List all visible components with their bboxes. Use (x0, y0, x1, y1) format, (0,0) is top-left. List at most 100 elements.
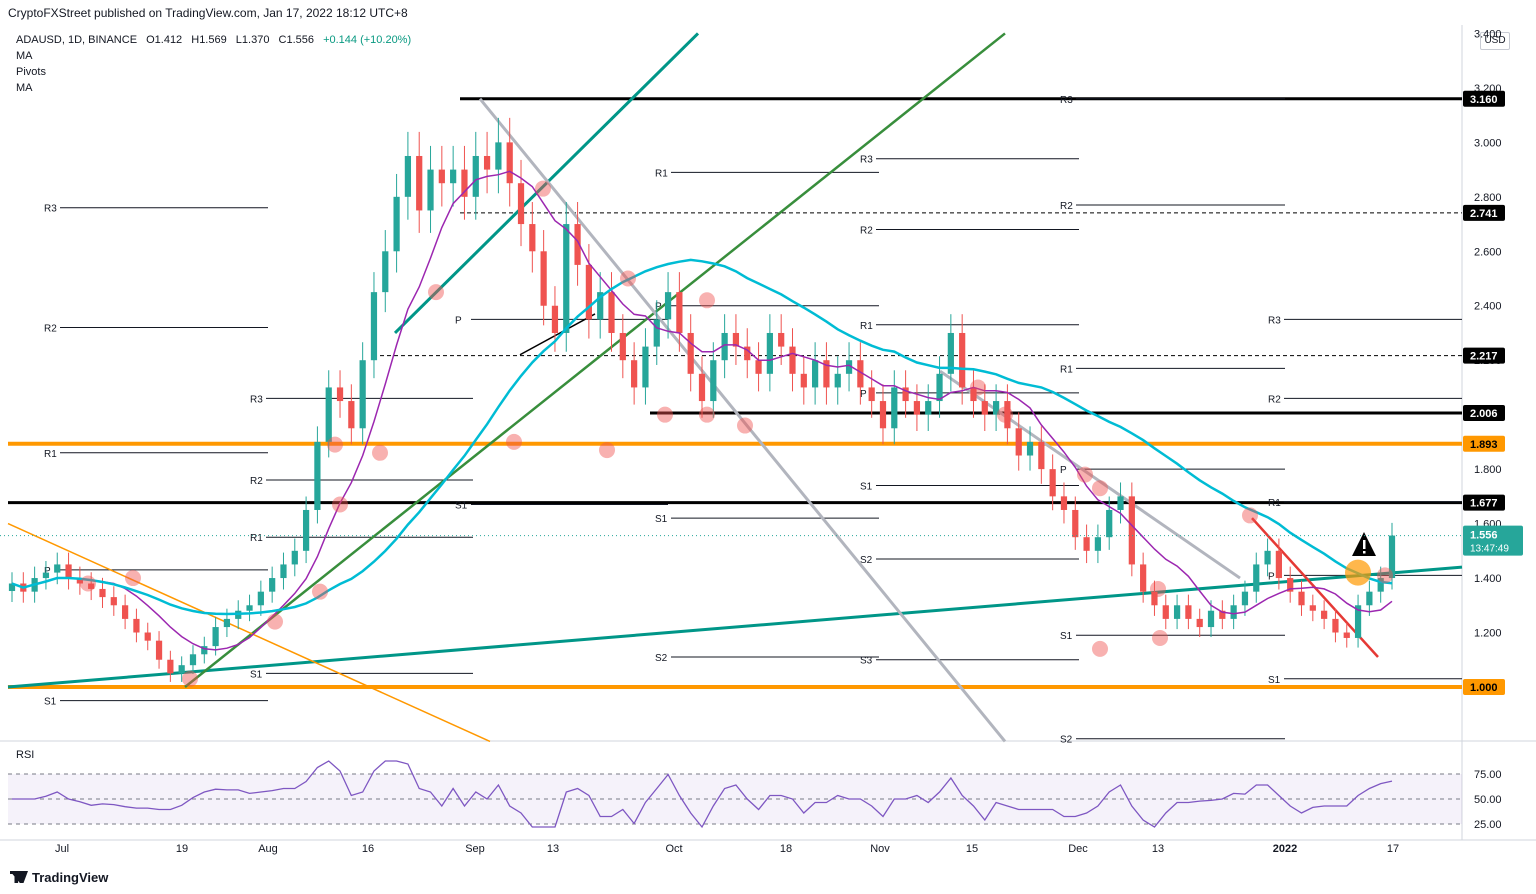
pivot-label: R3 (44, 204, 57, 215)
warning-dot (1363, 551, 1366, 554)
candle (619, 314, 626, 379)
price-level-badge (1463, 405, 1505, 422)
pivot-label: R3 (250, 394, 263, 405)
pivot-label: S1 (250, 669, 263, 680)
legend-symbol[interactable]: ADAUSD, 1D, BINANCE (16, 34, 138, 46)
legend-close: C1.556 (278, 34, 314, 46)
candle (653, 300, 660, 365)
touch-marker (332, 496, 348, 513)
candle-body (1106, 509, 1113, 538)
touch-marker (125, 570, 141, 587)
candle (891, 370, 898, 445)
candle-body (1151, 591, 1158, 606)
candle (642, 328, 649, 405)
candle (1321, 600, 1328, 630)
candle (925, 384, 932, 432)
price-level-badge (1463, 347, 1505, 364)
candle-body (992, 401, 1000, 415)
touch-marker (1077, 466, 1093, 483)
legend-change: +0.144 (+10.20%) (323, 34, 412, 46)
candle-body (913, 401, 921, 415)
candle-body (1004, 401, 1011, 429)
candle-body (189, 654, 197, 666)
tradingview-logo[interactable]: TradingView (10, 870, 108, 885)
candle-body (1241, 591, 1249, 606)
green-trendline (184, 32, 1006, 688)
candle-body (879, 401, 887, 429)
candle (314, 426, 321, 524)
touch-marker (599, 442, 615, 459)
candle (1287, 566, 1294, 603)
touch-marker (699, 292, 715, 309)
candle (585, 244, 592, 339)
candle-body (1207, 610, 1215, 628)
candle-body (223, 618, 231, 628)
price-tick-label: 2.800 (1474, 192, 1502, 204)
candle-body (370, 292, 378, 361)
price-level-badge-text: 2.006 (1470, 408, 1498, 420)
candle-body (710, 360, 717, 402)
touch-marker (737, 417, 753, 434)
candle (800, 356, 807, 405)
price-level-badge-text: 1.677 (1470, 498, 1498, 510)
candle-body (348, 401, 355, 429)
touch-marker (657, 406, 673, 423)
candle-body (144, 632, 151, 641)
candle (201, 636, 208, 664)
legend-indicator-pivots[interactable]: Pivots (16, 66, 46, 78)
candle-body (257, 591, 264, 606)
candle (823, 342, 830, 405)
candle-body (269, 578, 276, 592)
candle-body (676, 292, 683, 333)
candle-body (155, 640, 163, 660)
candle-body (789, 346, 796, 374)
grey-channel-line (939, 369, 1241, 580)
legend-ohlc-row: ADAUSD, 1D, BINANCE O1.412 H1.569 L1.370… (16, 32, 417, 48)
touch-marker (620, 270, 636, 287)
touch-marker (312, 583, 328, 600)
candle (1241, 580, 1249, 616)
candle (122, 594, 129, 630)
legend-indicator-ma-2[interactable]: MA (16, 82, 33, 94)
candle-body (959, 332, 966, 388)
price-level-badge (1463, 90, 1505, 107)
candle-body (1321, 610, 1328, 619)
candle (1298, 580, 1305, 616)
candle (597, 272, 604, 339)
time-tick-label: 16 (362, 843, 374, 855)
candle-body (8, 583, 16, 592)
pivot-label: R1 (655, 168, 668, 179)
candle (1219, 600, 1226, 630)
pivot-label: R2 (1060, 201, 1073, 212)
candle (325, 370, 332, 458)
orange-downtrend-line (7, 522, 491, 743)
candle-body (947, 332, 954, 374)
candle-body (755, 360, 762, 374)
candle-body (981, 401, 988, 415)
candle-body (302, 509, 310, 551)
candle (992, 384, 1000, 432)
candle-body (1162, 605, 1169, 619)
candle (110, 586, 117, 616)
candle-body (551, 305, 559, 333)
candle (517, 159, 525, 247)
touch-marker (1377, 567, 1393, 584)
candle (359, 342, 366, 445)
candle-body (1264, 550, 1271, 565)
candle (540, 230, 547, 326)
pivot-label: R1 (250, 533, 263, 544)
candle (1309, 594, 1316, 622)
candle-body (325, 387, 332, 442)
candle (687, 314, 694, 392)
rsi-pane-title: RSI (16, 749, 35, 761)
candle (812, 342, 819, 405)
currency-badge[interactable]: USD (1480, 32, 1510, 50)
touch-marker (1092, 480, 1108, 497)
touch-marker (1152, 629, 1168, 646)
candle-body (1230, 605, 1237, 619)
candle-body (845, 360, 853, 374)
chart-legend: ADAUSD, 1D, BINANCE O1.412 H1.569 L1.370… (16, 32, 417, 96)
candle-body (563, 224, 570, 333)
legend-indicator-ma-1[interactable]: MA (16, 50, 33, 62)
